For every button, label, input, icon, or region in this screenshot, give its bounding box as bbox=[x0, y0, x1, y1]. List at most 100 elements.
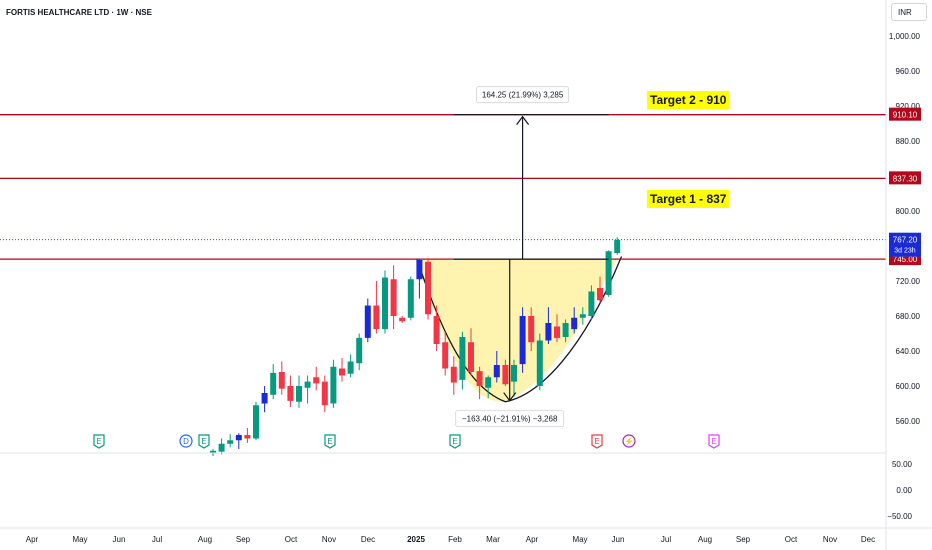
current-price-countdown: 3d 23h bbox=[894, 248, 916, 255]
price-tick-label: 680.00 bbox=[896, 312, 921, 321]
price-tick-label: 960.00 bbox=[896, 67, 921, 76]
candle bbox=[253, 401, 259, 441]
candle bbox=[554, 314, 560, 343]
price-tick-label: 560.00 bbox=[896, 417, 921, 426]
event-marker-earnings-future: E bbox=[708, 434, 720, 449]
candle bbox=[442, 331, 449, 376]
event-badge bbox=[179, 434, 193, 448]
measure-down-label: −163.40 (−21.91%) −3,268 bbox=[462, 415, 558, 424]
current-price-value: 767.20 bbox=[893, 236, 918, 245]
candle-body bbox=[450, 366, 457, 383]
indicator-tick-label: 50.00 bbox=[892, 460, 913, 469]
candle-body bbox=[476, 371, 483, 386]
candle-body bbox=[347, 361, 354, 374]
candle-body bbox=[330, 366, 337, 404]
candle-body bbox=[416, 260, 423, 280]
labels-layer: Target 2 - 910 Target 1 - 837 910.10 837.30… bbox=[647, 91, 921, 266]
currency-label: INR bbox=[898, 8, 912, 17]
candle bbox=[545, 307, 552, 344]
price-tick-label: 640.00 bbox=[896, 347, 921, 356]
event-marker-earnings-future: E bbox=[591, 434, 603, 449]
event-badge bbox=[708, 434, 720, 449]
axis-price-tag-bg bbox=[889, 171, 921, 185]
currency-button[interactable]: INR bbox=[891, 3, 927, 21]
axis-price-tag-text: 837.30 bbox=[893, 174, 918, 183]
candle bbox=[416, 259, 423, 299]
event-marker-earnings: E bbox=[449, 434, 461, 449]
candle-body bbox=[364, 305, 371, 338]
time-axis-label: May bbox=[572, 535, 587, 544]
measure-up-label: 164.25 (21.99%) 3,285 bbox=[482, 91, 564, 100]
measure-down-arrow-head bbox=[503, 392, 517, 402]
time-axis-label: Nov bbox=[823, 535, 837, 544]
measure-up-arrow-head bbox=[516, 115, 530, 126]
candle-body bbox=[218, 443, 225, 452]
candle-body bbox=[485, 377, 492, 388]
time-axis-label: Oct bbox=[285, 535, 298, 544]
candle-body bbox=[356, 337, 363, 364]
candle bbox=[339, 358, 345, 382]
candle bbox=[528, 307, 535, 351]
event-letter: E bbox=[201, 437, 206, 446]
candle-body bbox=[261, 393, 268, 404]
time-axis-label: Oct bbox=[785, 535, 798, 544]
cup-fill bbox=[416, 259, 618, 402]
candle bbox=[373, 281, 380, 334]
candle-body bbox=[459, 337, 466, 380]
candle bbox=[227, 434, 234, 448]
time-axis-label: Jun bbox=[612, 535, 625, 544]
event-badge bbox=[198, 434, 210, 449]
candle-body bbox=[433, 316, 440, 344]
candle bbox=[476, 366, 483, 400]
price-tick-label: 600.00 bbox=[896, 382, 921, 391]
current-price-tag-bg bbox=[889, 232, 921, 257]
event-letter: E bbox=[327, 437, 332, 446]
candle bbox=[485, 375, 492, 399]
candle bbox=[511, 359, 517, 397]
event-marker-earnings: E bbox=[324, 434, 336, 449]
candle-body bbox=[545, 323, 552, 341]
event-badge bbox=[93, 434, 105, 449]
price-tick-label: 920.00 bbox=[896, 102, 921, 111]
event-badge bbox=[622, 434, 636, 448]
time-axis-label: Sep bbox=[236, 535, 251, 544]
target-box-2 bbox=[647, 190, 729, 208]
price-tick-label: 720.00 bbox=[896, 277, 921, 286]
target-label-1: Target 2 - 910 bbox=[650, 93, 727, 107]
event-letter: ⚡ bbox=[624, 436, 634, 446]
candle bbox=[536, 333, 543, 391]
candle-body bbox=[390, 279, 397, 316]
event-marker-split: ⚡ bbox=[622, 434, 636, 448]
time-axis-label: Dec bbox=[861, 535, 875, 544]
candle-body bbox=[270, 372, 277, 395]
candle bbox=[605, 250, 612, 297]
measure-down-box bbox=[455, 410, 565, 428]
candle-body bbox=[468, 342, 474, 372]
price-tick-label: 800.00 bbox=[896, 207, 921, 216]
axis-price-tag-text: 910.10 bbox=[893, 111, 918, 120]
candle-body bbox=[227, 440, 234, 444]
time-axis-label: Feb bbox=[448, 535, 462, 544]
candle-body bbox=[554, 326, 560, 338]
candle bbox=[382, 270, 388, 334]
candle-body bbox=[519, 316, 526, 365]
candle-body bbox=[296, 386, 302, 402]
candle-body bbox=[382, 277, 388, 330]
candle bbox=[459, 331, 466, 390]
candle-body bbox=[579, 314, 586, 318]
candle-body bbox=[614, 239, 621, 253]
event-letter: E bbox=[594, 437, 599, 446]
candle bbox=[493, 351, 500, 383]
time-axis-label: May bbox=[72, 535, 87, 544]
candles-layer bbox=[210, 237, 621, 456]
event-letter: E bbox=[452, 437, 457, 446]
candle-body bbox=[588, 291, 595, 316]
time-axis-label: Apr bbox=[526, 535, 539, 544]
events-layer: E D E E E E ⚡ E bbox=[93, 434, 720, 449]
candle-body bbox=[442, 342, 449, 369]
current-price-tag: 767.20 3d 23h bbox=[889, 232, 921, 257]
symbol-title[interactable]: FORTIS HEALTHCARE LTD · 1W · NSE bbox=[6, 8, 152, 17]
event-badge bbox=[591, 434, 603, 449]
